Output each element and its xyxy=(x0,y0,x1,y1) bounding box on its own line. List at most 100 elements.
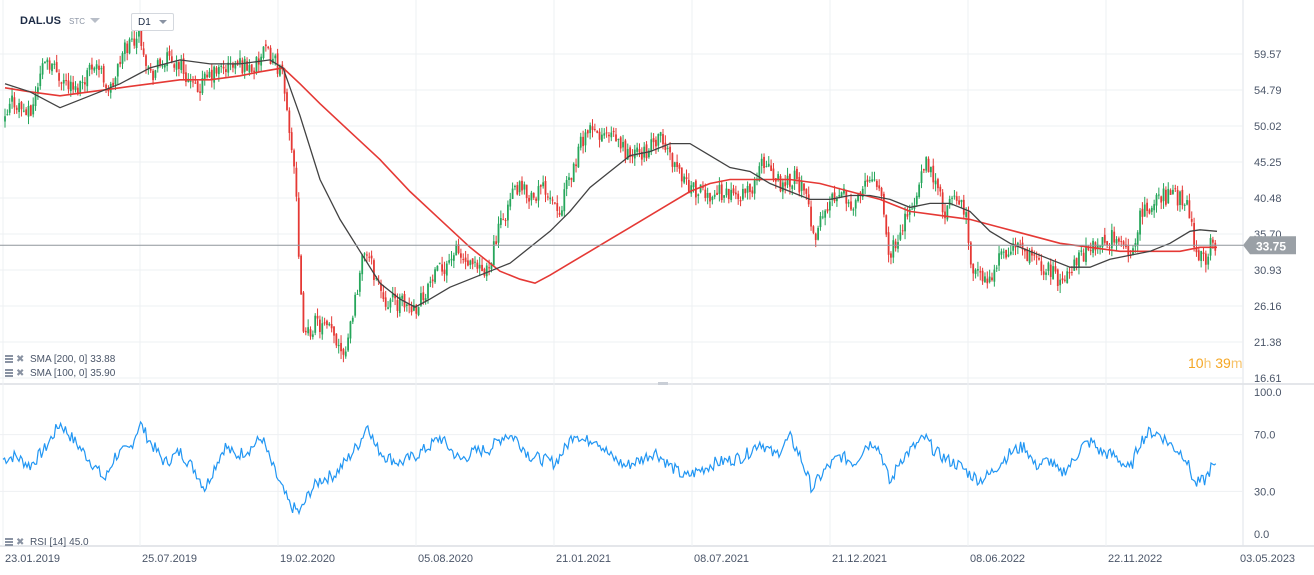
candle-body xyxy=(871,179,874,182)
candle-body xyxy=(178,62,180,69)
candle-body xyxy=(11,95,13,102)
candle-body xyxy=(173,64,176,68)
candle-body xyxy=(126,43,129,53)
candle-body xyxy=(1019,244,1022,246)
candle-body xyxy=(65,80,67,82)
candle-body xyxy=(572,163,575,182)
candle-body xyxy=(880,187,883,196)
candle-body xyxy=(906,214,909,217)
candle-body xyxy=(354,294,357,316)
candle-body xyxy=(1061,278,1064,281)
chevron-down-icon[interactable] xyxy=(90,18,100,23)
candle-body xyxy=(504,220,507,222)
candle-body xyxy=(969,242,972,265)
candle-body xyxy=(279,65,281,76)
candle-body xyxy=(892,240,895,258)
candle-body xyxy=(899,232,902,240)
candle-body xyxy=(791,185,794,189)
candle-body xyxy=(236,61,239,64)
candle-body xyxy=(189,80,192,82)
candle-body xyxy=(135,38,138,48)
y-tick-label: 59.57 xyxy=(1254,49,1282,61)
candle-body xyxy=(448,260,451,263)
candle-body xyxy=(1186,200,1188,205)
candle-body xyxy=(1181,189,1184,206)
candle-body xyxy=(39,73,42,87)
candle-body xyxy=(145,55,147,66)
candle-body xyxy=(286,92,288,110)
menu-icon[interactable] xyxy=(5,355,13,363)
candle-body xyxy=(659,132,662,136)
candle-body xyxy=(713,194,716,197)
candle-body xyxy=(744,188,747,194)
candle-body xyxy=(1122,241,1125,245)
candle-body xyxy=(48,60,51,70)
candle-body xyxy=(1066,271,1069,284)
candle-body xyxy=(697,194,700,196)
candle-body xyxy=(927,158,930,173)
candle-body xyxy=(452,255,455,261)
candle-body xyxy=(772,168,775,180)
candle-body xyxy=(765,166,768,168)
candle-body xyxy=(972,263,975,274)
menu-icon[interactable] xyxy=(5,369,13,377)
candle-body xyxy=(58,73,60,81)
candle-body xyxy=(431,279,434,282)
candle-body xyxy=(944,211,946,219)
candle-body xyxy=(640,151,643,160)
candle-body xyxy=(514,186,516,188)
indicator-sma100[interactable]: ✖ SMA [100, 0] 35.90 xyxy=(5,366,115,380)
candle-body xyxy=(779,176,782,192)
candle-body xyxy=(1139,210,1141,235)
candle-body xyxy=(1007,254,1010,257)
candle-body xyxy=(15,107,18,110)
candle-body xyxy=(213,66,216,83)
candle-body xyxy=(1115,239,1118,244)
timeframe-select[interactable]: D1 xyxy=(131,13,174,31)
candle-body xyxy=(1038,257,1040,260)
menu-icon[interactable] xyxy=(5,538,13,546)
symbol-label[interactable]: DAL.US xyxy=(20,15,61,27)
candle-body xyxy=(478,264,481,269)
candle-body xyxy=(1212,239,1214,243)
close-icon[interactable]: ✖ xyxy=(16,353,25,365)
candle-body xyxy=(1075,257,1078,266)
candle-body xyxy=(699,184,702,193)
candle-body xyxy=(128,39,131,54)
candle-body xyxy=(1047,262,1050,271)
candle-body xyxy=(542,182,545,187)
candle-body xyxy=(497,223,500,243)
candle-body xyxy=(262,46,265,58)
candle-body xyxy=(1040,261,1043,272)
candle-body xyxy=(290,132,293,151)
candle-body xyxy=(777,174,780,181)
candle-body xyxy=(763,156,765,169)
candle-body xyxy=(307,327,310,334)
indicator-sma200[interactable]: ✖ SMA [200, 0] 33.88 xyxy=(5,352,115,366)
y-tick-label: 50.02 xyxy=(1254,121,1282,133)
close-icon[interactable]: ✖ xyxy=(16,367,25,379)
candlestick-series[interactable] xyxy=(4,25,1217,363)
candle-body xyxy=(685,177,688,180)
candle-body xyxy=(864,180,866,187)
candle-body xyxy=(201,78,204,94)
candle-body xyxy=(492,241,495,266)
candle-body xyxy=(1146,202,1148,211)
candle-body xyxy=(922,169,925,171)
candle-body xyxy=(537,186,540,201)
candle-body xyxy=(749,183,751,192)
candle-body xyxy=(1021,242,1024,250)
candle-body xyxy=(1174,188,1177,190)
candle-body xyxy=(20,101,23,110)
candle-body xyxy=(283,71,286,94)
candle-body xyxy=(638,149,641,153)
candle-body xyxy=(582,136,584,147)
candle-body xyxy=(356,293,359,295)
candle-body xyxy=(1118,238,1120,242)
candle-body xyxy=(488,267,490,269)
indicator-rsi[interactable]: ✖ RSI [14] 45.0 xyxy=(5,535,89,549)
close-icon[interactable]: ✖ xyxy=(16,536,25,548)
candle-body xyxy=(370,255,373,259)
candle-body xyxy=(405,304,408,306)
